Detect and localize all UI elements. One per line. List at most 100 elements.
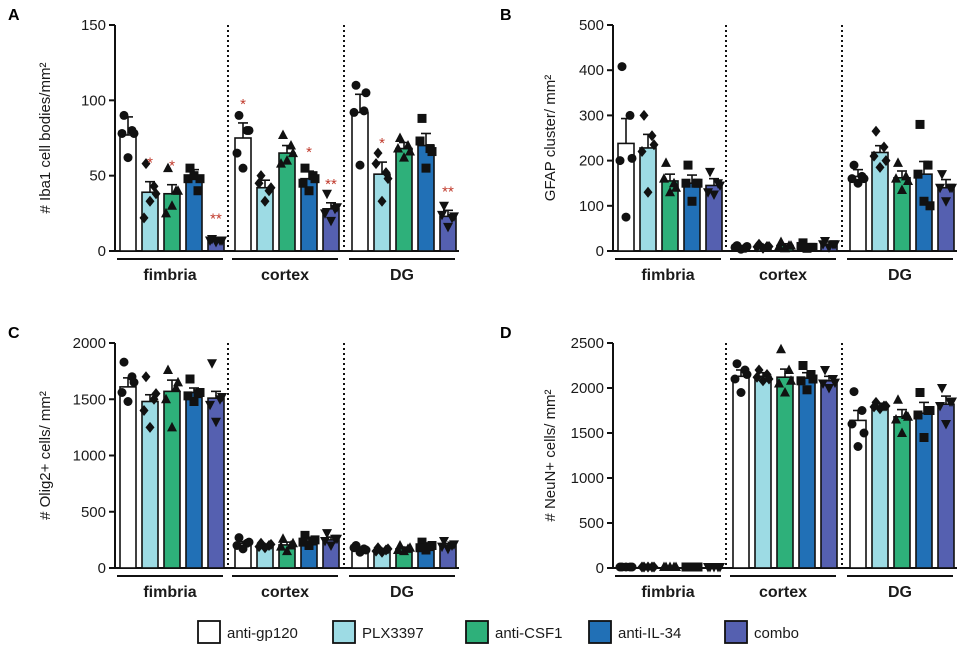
- data-point: [282, 155, 292, 165]
- data-point: [615, 562, 625, 572]
- group-label-cortex: cortex: [759, 584, 807, 601]
- data-point: [897, 427, 907, 437]
- y-tick-label: 2500: [571, 335, 604, 352]
- y-tick-label: 2000: [571, 380, 604, 397]
- data-point: [139, 405, 149, 416]
- data-point: [776, 343, 786, 354]
- data-point: [322, 189, 332, 200]
- data-point: [373, 147, 383, 159]
- data-point: [421, 545, 431, 555]
- bar-plx3397-fimbria: [639, 147, 657, 252]
- data-point: [903, 411, 913, 421]
- data-point: [705, 167, 715, 178]
- data-point: [371, 545, 381, 557]
- data-point: [687, 196, 697, 206]
- y-tick-label: 1500: [571, 425, 604, 442]
- data-point: [361, 545, 371, 555]
- data-point: [798, 361, 808, 370]
- data-point: [947, 183, 957, 194]
- data-point: [383, 543, 393, 555]
- data-point: [332, 534, 342, 545]
- data-point: [234, 110, 244, 120]
- y-tick-label: 150: [81, 17, 106, 34]
- data-point: [891, 173, 901, 183]
- data-point: [145, 421, 155, 433]
- data-point: [732, 359, 742, 369]
- group-label-fimbria: fimbria: [641, 267, 694, 284]
- data-point: [621, 212, 631, 222]
- data-point: [260, 195, 270, 207]
- data-point: [647, 130, 657, 142]
- data-point: [937, 170, 947, 180]
- data-point: [117, 388, 127, 397]
- panel-a: A # Iba1 cell bodies/mm² 0 50 100 150 fimbria c…: [8, 7, 459, 284]
- bar-anti-il-34-fimbria: [185, 391, 203, 569]
- data-point: [849, 160, 859, 170]
- data-point: [427, 541, 437, 550]
- group-label-fimbria: fimbria: [143, 584, 196, 601]
- bar-anti-gp120-cortex: [732, 375, 750, 569]
- bar-anti-gp120-fimbria: [119, 386, 137, 569]
- data-point: [681, 178, 691, 188]
- data-point: [278, 129, 288, 139]
- data-point: [915, 388, 925, 397]
- bar-plx3397-dg: [373, 173, 391, 252]
- data-point: [703, 563, 713, 573]
- data-point: [405, 146, 415, 156]
- data-point: [857, 406, 867, 415]
- data-point: [232, 541, 242, 550]
- data-point: [915, 119, 925, 129]
- significance-mark: *: [240, 96, 246, 113]
- data-point: [326, 216, 336, 227]
- bar-anti-csf1-cortex: [776, 376, 794, 569]
- data-point: [627, 153, 637, 163]
- data-point: [141, 371, 151, 383]
- data-point: [643, 561, 653, 573]
- data-point: [163, 162, 173, 173]
- data-point: [758, 242, 768, 254]
- data-point: [167, 421, 177, 432]
- panel-d: D # NeuN+ cells/ mm² 0 500 1000 1500 2000 2500 f…: [500, 325, 957, 601]
- data-point: [897, 184, 907, 194]
- y-tick-label: 500: [579, 515, 604, 532]
- panel-letter: B: [500, 7, 512, 24]
- y-axis-label: GFAP cluster/ mm²: [542, 75, 559, 201]
- data-point: [244, 125, 254, 135]
- data-point: [349, 107, 359, 117]
- data-point: [935, 183, 945, 194]
- data-point: [879, 141, 889, 153]
- data-point: [288, 147, 298, 158]
- data-point: [217, 393, 227, 403]
- bar-combo-dg: [439, 215, 457, 252]
- data-point: [830, 378, 840, 389]
- bar-anti-gp120-fimbria: [119, 134, 137, 252]
- data-point: [185, 163, 195, 173]
- data-point: [129, 377, 139, 387]
- group-label-dg: DG: [390, 584, 414, 601]
- data-point: [808, 374, 818, 384]
- y-tick-label: 0: [596, 560, 604, 577]
- data-point: [189, 397, 199, 406]
- data-point: [774, 378, 784, 388]
- bar-anti-gp120-dg: [351, 111, 369, 252]
- data-point: [941, 197, 951, 207]
- data-point: [847, 174, 857, 184]
- data-point: [443, 544, 453, 555]
- data-point: [439, 201, 449, 212]
- data-point: [332, 203, 342, 213]
- legend-swatch-anti-il-34: [588, 620, 612, 644]
- data-point: [205, 400, 215, 411]
- significance-mark: **: [442, 183, 454, 200]
- data-point: [183, 391, 193, 401]
- data-point: [300, 163, 310, 173]
- data-point: [913, 169, 923, 179]
- significance-mark: **: [210, 210, 222, 227]
- data-point: [925, 201, 935, 211]
- y-tick-label: 2000: [73, 335, 106, 352]
- data-point: [893, 157, 903, 167]
- group-label-cortex: cortex: [261, 584, 309, 601]
- data-point: [824, 243, 834, 253]
- data-point: [421, 163, 431, 173]
- data-point: [119, 357, 129, 367]
- data-point: [871, 125, 881, 137]
